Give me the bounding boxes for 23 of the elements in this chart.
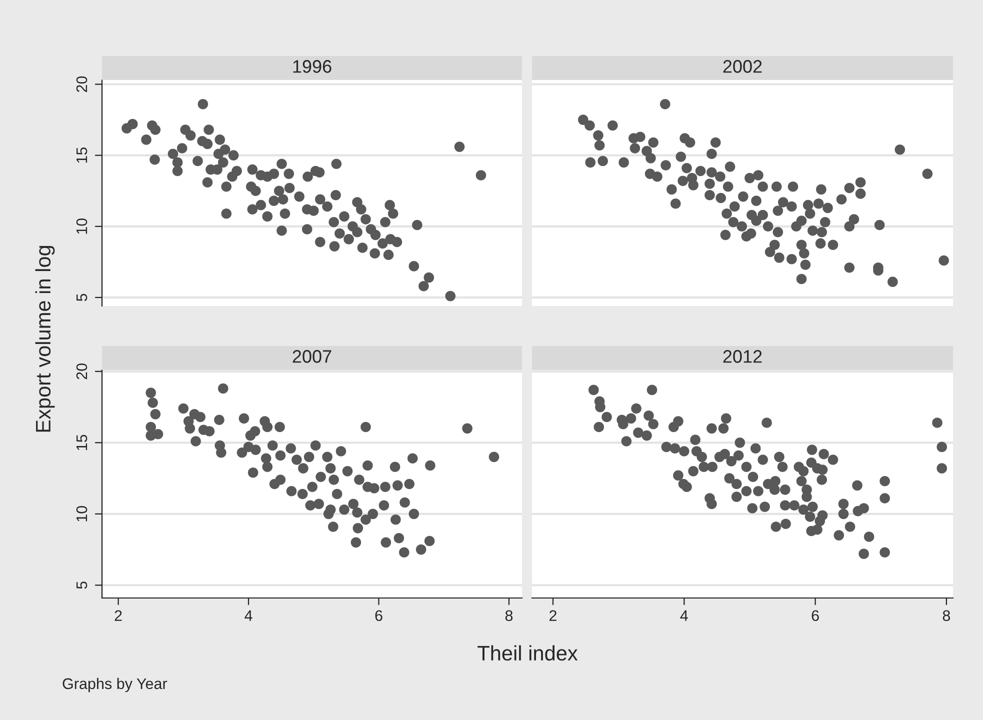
y-tick-label: 15 <box>76 434 88 450</box>
chart-title: 2002 <box>723 60 762 73</box>
x-tick-label: 4 <box>680 610 688 621</box>
y-tick-label: 15 <box>76 147 88 163</box>
y-tick-label: 20 <box>76 364 88 380</box>
y-tick-label: 10 <box>76 218 88 234</box>
y-tick-label: 5 <box>76 582 88 589</box>
chart-title: 2007 <box>292 350 332 363</box>
chart-title: 1996 <box>293 60 332 73</box>
x-tick-label: 8 <box>505 610 513 622</box>
chart-title: 2012 <box>723 350 762 363</box>
y-tick-label: 20 <box>76 76 88 92</box>
text: Graphs by Year <box>62 678 168 692</box>
x-tick-label: 6 <box>375 610 382 622</box>
y-tick-label: 5 <box>76 294 88 302</box>
y-tick-label: 10 <box>76 506 88 522</box>
x-tick-label: 2 <box>114 610 122 621</box>
y-axis-title: Export volume in log <box>35 246 55 432</box>
x-axis-title: Theil index <box>478 645 578 661</box>
x-tick-label: 6 <box>812 610 819 622</box>
x-tick-label: 4 <box>244 610 252 621</box>
x-tick-label: 2 <box>550 610 556 621</box>
x-tick-label: 8 <box>942 610 950 622</box>
